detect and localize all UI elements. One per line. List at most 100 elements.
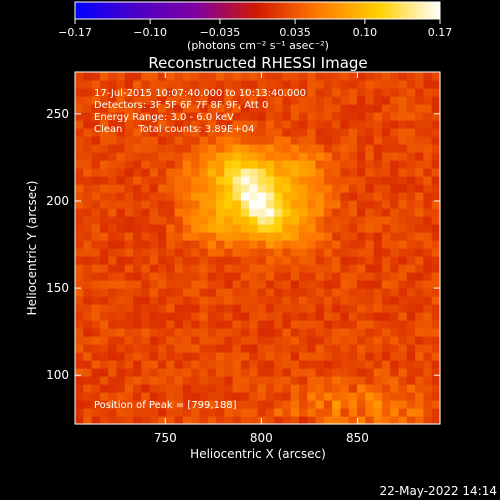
heatmap-pixel (149, 264, 159, 273)
heatmap-pixel (431, 176, 441, 185)
heatmap-pixel (365, 312, 375, 321)
heatmap-pixel (298, 160, 308, 169)
heatmap-pixel (99, 336, 109, 345)
heatmap-pixel (91, 168, 101, 177)
heatmap-pixel (199, 272, 209, 281)
heatmap-pixel (323, 224, 333, 233)
heatmap-pixel (232, 416, 242, 425)
heatmap-pixel (232, 232, 242, 241)
heatmap-pixel (357, 120, 366, 129)
heatmap-pixel (157, 272, 167, 281)
heatmap-pixel (431, 216, 441, 225)
heatmap-pixel (157, 232, 167, 241)
heatmap-pixel (83, 112, 93, 121)
heatmap-pixel (307, 208, 317, 217)
heatmap-pixel (124, 368, 134, 377)
heatmap-pixel (240, 224, 250, 233)
heatmap-pixel (216, 128, 225, 137)
chart-title: Reconstructed RHESSI Image (148, 54, 367, 72)
heatmap-pixel (141, 80, 151, 89)
heatmap-pixel (257, 376, 267, 385)
heatmap-pixel (216, 136, 225, 145)
heatmap-pixel (398, 320, 408, 329)
heatmap-pixel (315, 240, 325, 249)
heatmap-pixel (423, 360, 433, 369)
heatmap-pixel (390, 184, 400, 193)
heatmap-pixel (174, 416, 184, 425)
heatmap-pixel (166, 104, 176, 113)
heatmap-pixel (431, 136, 441, 145)
heatmap-pixel (282, 272, 292, 281)
heatmap-pixel (390, 408, 400, 417)
heatmap-pixel (91, 352, 101, 361)
heatmap-pixel (265, 256, 275, 265)
heatmap-pixel (373, 320, 383, 329)
heatmap-pixel (290, 336, 300, 345)
heatmap-pixel (199, 208, 209, 217)
heatmap-pixel (406, 352, 416, 361)
heatmap-pixel (191, 96, 201, 105)
heatmap-pixel (340, 120, 350, 129)
heatmap-pixel (348, 200, 358, 209)
heatmap-pixel (398, 152, 408, 161)
heatmap-pixel (265, 368, 275, 377)
heatmap-pixel (398, 384, 408, 393)
heatmap-pixel (232, 136, 242, 145)
heatmap-pixel (124, 344, 134, 353)
heatmap-pixel (149, 176, 159, 185)
heatmap-pixel (249, 144, 259, 153)
heatmap-pixel (373, 112, 383, 121)
heatmap-pixel (157, 192, 167, 201)
heatmap-pixel (182, 408, 192, 417)
heatmap-pixel (323, 240, 333, 249)
heatmap-pixel (290, 352, 300, 361)
heatmap-pixel (182, 200, 192, 209)
heatmap-pixel (398, 136, 408, 145)
heatmap-pixel (108, 336, 118, 345)
heatmap-pixel (133, 344, 142, 353)
heatmap-pixel (298, 256, 308, 265)
heatmap-pixel (365, 392, 375, 401)
heatmap-pixel (265, 232, 275, 241)
heatmap-pixel (406, 336, 416, 345)
annotation-detectors: Detectors: 3F 5F 6F 7F 8F 9F, Att 0 (94, 100, 268, 111)
heatmap-pixel (124, 352, 134, 361)
heatmap-pixel (75, 320, 84, 329)
heatmap-pixel (83, 320, 93, 329)
heatmap-pixel (390, 280, 400, 289)
heatmap-pixel (348, 216, 358, 225)
heatmap-pixel (315, 312, 325, 321)
heatmap-pixel (174, 408, 184, 417)
heatmap-pixel (298, 392, 308, 401)
image-area (74, 71, 441, 425)
heatmap-pixel (199, 176, 209, 185)
heatmap-pixel (99, 160, 109, 169)
heatmap-pixel (249, 344, 259, 353)
heatmap-pixel (315, 80, 325, 89)
heatmap-pixel (75, 216, 84, 225)
heatmap-pixel (265, 312, 275, 321)
heatmap-pixel (240, 168, 250, 177)
heatmap-pixel (381, 96, 391, 105)
heatmap-pixel (431, 112, 441, 121)
heatmap-pixel (431, 408, 441, 417)
heatmap-pixel (133, 192, 142, 201)
heatmap-pixel (91, 112, 101, 121)
heatmap-pixel (315, 128, 325, 137)
heatmap-pixel (265, 248, 275, 257)
heatmap-pixel (133, 184, 142, 193)
heatmap-pixel (274, 248, 283, 257)
heatmap-pixel (124, 144, 134, 153)
heatmap-pixel (199, 256, 209, 265)
heatmap-pixel (174, 368, 184, 377)
heatmap-pixel (398, 288, 408, 297)
heatmap-pixel (174, 352, 184, 361)
heatmap-pixel (232, 264, 242, 273)
heatmap-pixel (265, 112, 275, 121)
heatmap-pixel (365, 280, 375, 289)
heatmap-pixel (274, 272, 283, 281)
heatmap-pixel (315, 248, 325, 257)
heatmap-pixel (274, 184, 283, 193)
heatmap-pixel (431, 392, 441, 401)
heatmap-pixel (75, 392, 84, 401)
